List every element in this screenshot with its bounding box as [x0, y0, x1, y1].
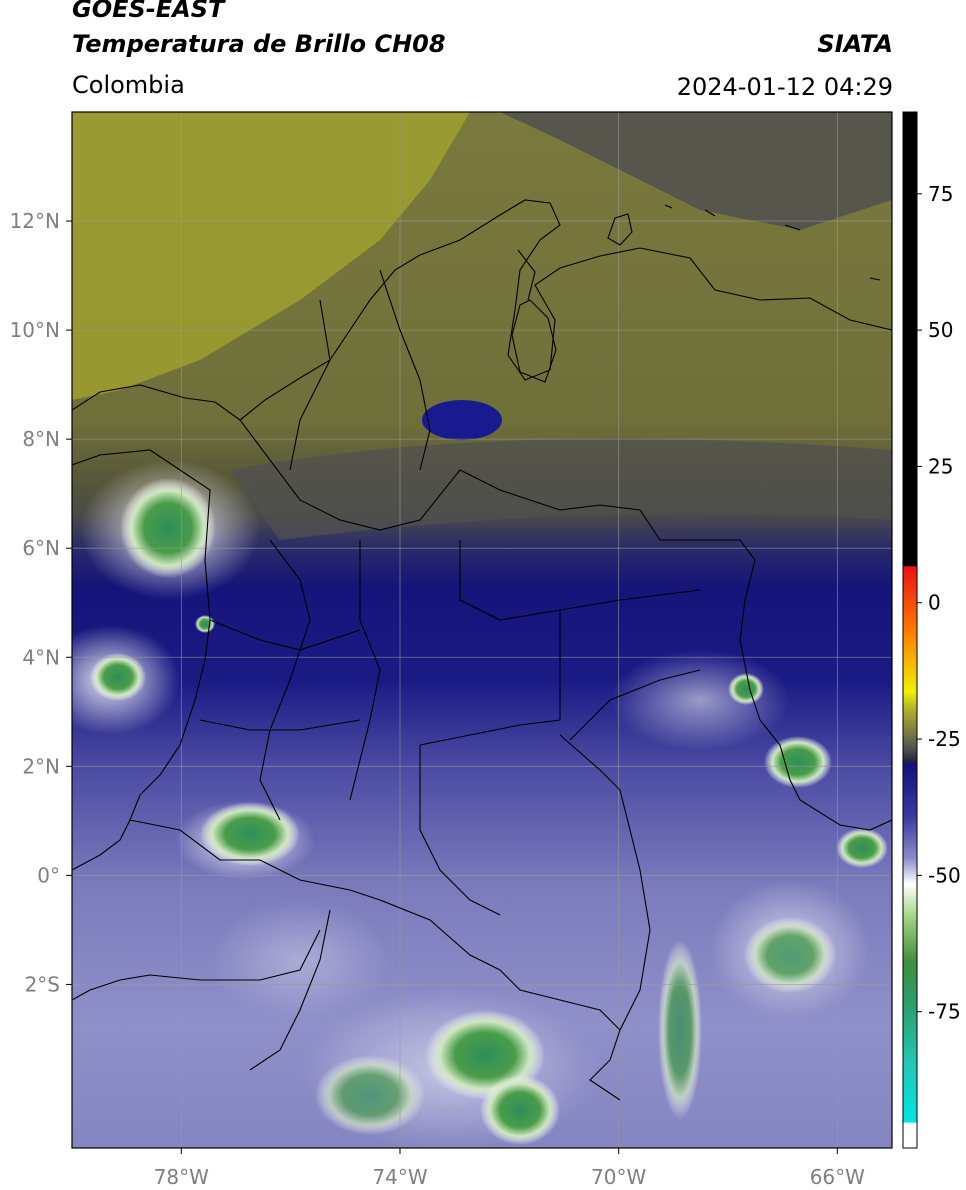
colorbar-tick-label: 0: [928, 591, 941, 615]
colorbar-tick-label: -25: [928, 727, 961, 751]
lat-tick-label: 2°N: [22, 754, 60, 778]
colorbar-tick-label: 25: [928, 454, 953, 478]
colorbar-gradient: [902, 111, 918, 1149]
organization-label: SIATA: [817, 30, 893, 58]
internal-boundary-b: [419, 745, 501, 916]
brazil-border: [559, 734, 651, 1031]
colombia-south-border: [129, 819, 621, 1101]
internal-boundary-e: [459, 540, 701, 621]
internal-boundary-c: [259, 539, 311, 821]
colorbar: 75 50 25 0 -25 -50 -75: [902, 111, 961, 1149]
colombia-border: [239, 419, 892, 831]
satellite-image-layer: [72, 112, 892, 1148]
satellite-title: GOES-EAST: [72, 0, 225, 23]
lat-tick-label: 0°: [37, 863, 60, 887]
product-title: Temperatura de Brillo CH08: [72, 30, 446, 58]
lake-maracaibo-outline: [511, 299, 557, 383]
lat-tick-label: 10°N: [10, 318, 60, 342]
lat-tick-label: 4°N: [22, 645, 60, 669]
pacific-coastline: [72, 449, 211, 871]
caribbean-coastline: [72, 199, 892, 421]
colorbar-tick-label: -50: [928, 863, 961, 887]
lon-tick-label: 74°W: [372, 1165, 427, 1189]
lat-tick-label: 12°N: [10, 209, 60, 233]
south-america-west-coast: [72, 929, 321, 1001]
map-gridlines: [72, 112, 892, 1148]
datetime-label: 2024-01-12 04:29: [676, 73, 893, 101]
aruba-island: [607, 213, 633, 246]
lat-tick-label: 6°N: [22, 536, 60, 560]
lat-tick-label: 8°N: [22, 427, 60, 451]
axis-labels: 78°W 74°W 70°W 66°W 12°N 10°N 8°N 6°N 4°N 2°N 0° 2°…: [10, 209, 866, 1189]
map-borders: [72, 199, 892, 1101]
internal-boundary-a: [419, 610, 561, 746]
internal-boundary-j: [199, 719, 361, 731]
lon-tick-label: 66°W: [810, 1165, 865, 1189]
colorbar-ticks: 75 50 25 0 -25 -50 -75: [917, 182, 961, 1024]
small-islands: [664, 204, 881, 281]
internal-boundary-f: [289, 299, 331, 471]
map-frame: [71, 111, 893, 1149]
region-label: Colombia: [72, 71, 185, 99]
lon-tick-label: 78°W: [154, 1165, 209, 1189]
lon-tick-label: 70°W: [591, 1165, 646, 1189]
lat-tick-label: 2°S: [25, 972, 60, 996]
gulf-of-venezuela-outline: [517, 249, 536, 301]
peru-brazil-line: [249, 909, 331, 1071]
internal-boundary-h: [569, 669, 701, 741]
colorbar-tick-label: 75: [928, 182, 953, 206]
internal-boundary-d: [349, 540, 381, 801]
internal-boundary-i: [209, 619, 361, 651]
colorbar-tick-label: -75: [928, 1000, 961, 1024]
internal-boundary-g: [379, 269, 431, 471]
colorbar-tick-label: 50: [928, 318, 953, 342]
